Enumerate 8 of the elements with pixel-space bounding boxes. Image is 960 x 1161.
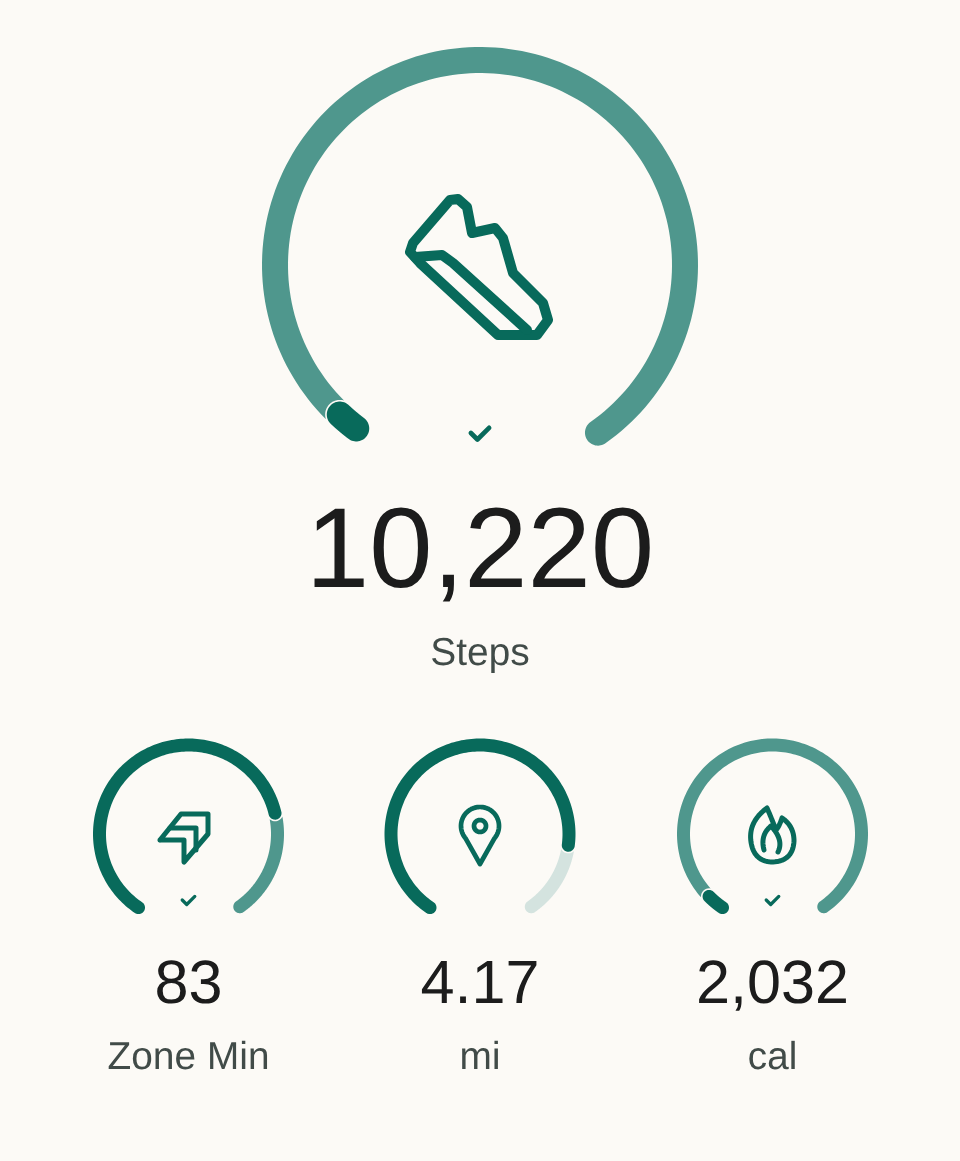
text: mi [462,1040,498,1069]
text: Steps [432,637,529,674]
text: cal [749,1040,795,1070]
text: 10,220 [314,507,650,602]
text: 2,032 [699,960,846,1011]
text: 4.17 [421,960,537,1003]
text: Zone Min [108,1040,268,1070]
text: 83 [157,960,220,1004]
